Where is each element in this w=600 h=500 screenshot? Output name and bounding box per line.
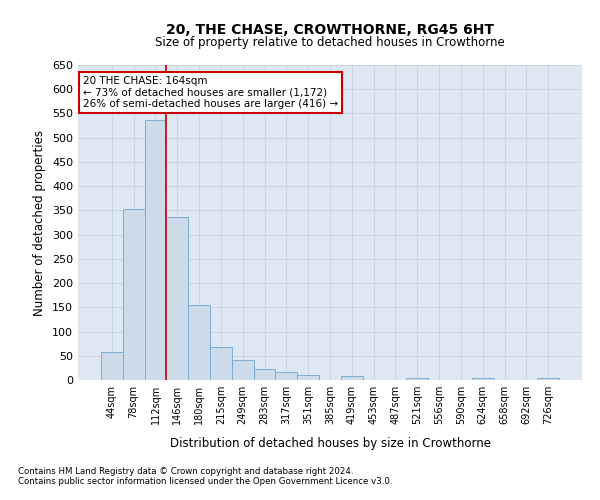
Bar [123, 209, 145, 380]
Text: Distribution of detached houses by size in Crowthorne: Distribution of detached houses by size … [170, 438, 491, 450]
Bar [210, 347, 232, 380]
Text: 20, THE CHASE, CROWTHORNE, RG45 6HT: 20, THE CHASE, CROWTHORNE, RG45 6HT [166, 22, 494, 36]
Bar [188, 305, 210, 380]
Bar [166, 216, 188, 380]
Bar [101, 352, 123, 380]
Text: Contains public sector information licensed under the Open Government Licence v3: Contains public sector information licen… [18, 478, 392, 486]
Bar [537, 378, 559, 380]
Bar [406, 378, 428, 380]
Bar [472, 378, 494, 380]
Text: 20 THE CHASE: 164sqm
← 73% of detached houses are smaller (1,172)
26% of semi-de: 20 THE CHASE: 164sqm ← 73% of detached h… [83, 76, 338, 109]
Bar [232, 360, 254, 380]
Bar [254, 370, 275, 380]
Bar [145, 120, 166, 380]
Bar [297, 375, 319, 380]
Bar [341, 376, 363, 380]
Text: Size of property relative to detached houses in Crowthorne: Size of property relative to detached ho… [155, 36, 505, 49]
Text: Contains HM Land Registry data © Crown copyright and database right 2024.: Contains HM Land Registry data © Crown c… [18, 468, 353, 476]
Y-axis label: Number of detached properties: Number of detached properties [34, 130, 46, 316]
Bar [275, 372, 297, 380]
